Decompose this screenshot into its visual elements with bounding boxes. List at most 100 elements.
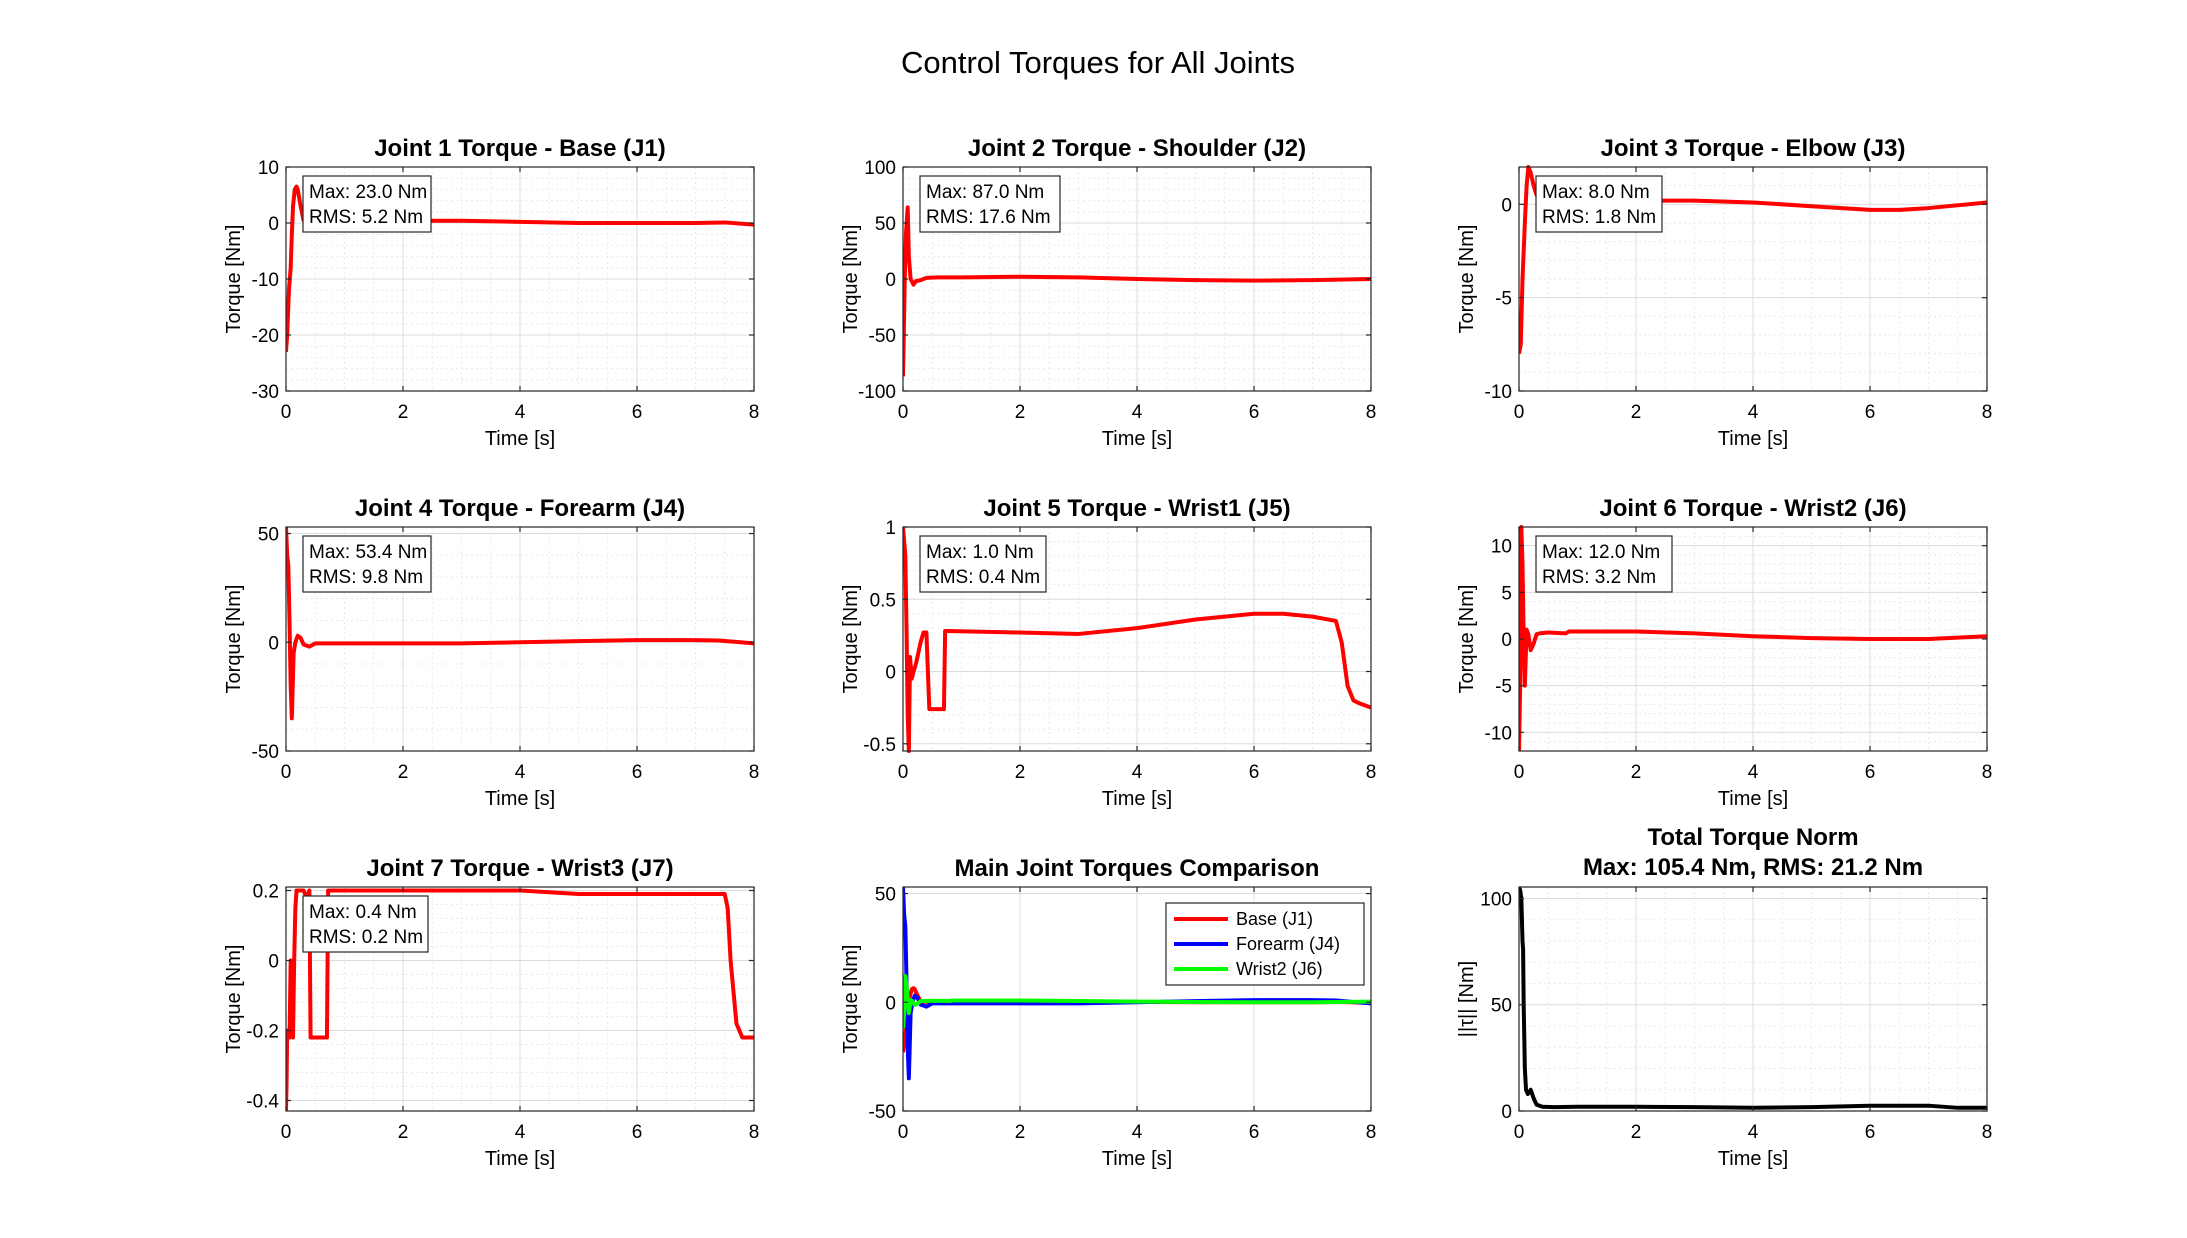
- x-tick-label: 6: [1249, 762, 1260, 783]
- x-tick-label: 6: [632, 402, 643, 423]
- y-axis-label: Torque [Nm]: [223, 225, 245, 334]
- y-axis-label: Torque [Nm]: [840, 945, 862, 1054]
- y-axis-label: ||τ|| [Nm]: [1456, 961, 1478, 1037]
- tick-marks: [285, 887, 755, 1111]
- x-tick-label: 6: [632, 1122, 643, 1143]
- y-tick-label: -0.4: [246, 1092, 279, 1113]
- y-tick-label: 0: [885, 663, 896, 684]
- x-tick-label: 2: [1015, 762, 1026, 783]
- y-tick-label: -50: [869, 326, 896, 347]
- y-tick-label: -50: [252, 742, 279, 763]
- stats-text: RMS: 1.8 Nm: [1542, 207, 1656, 228]
- subplot-3: 0 2 4 6 8 -10 -5 0 Time [s] Torque [Nm] Joint 3 To…: [1456, 135, 1992, 450]
- series-line-1: [1519, 525, 1987, 752]
- stats-text: Max: 87.0 Nm: [926, 182, 1044, 203]
- subplot-title: Total Torque Norm: [1647, 824, 1858, 851]
- y-tick-label: 0: [268, 633, 279, 654]
- stats-box: [919, 535, 1047, 593]
- series-line-1: [1519, 886, 1987, 1110]
- stats-text: RMS: 0.2 Nm: [309, 927, 423, 948]
- x-axis-label: Time [s]: [485, 1148, 555, 1170]
- stats-text: Max: 0.4 Nm: [309, 902, 417, 923]
- x-tick-label: 8: [1366, 402, 1377, 423]
- stats-text: RMS: 5.2 Nm: [309, 207, 423, 228]
- subplot-title: Joint 5 Torque - Wrist1 (J5): [983, 495, 1290, 522]
- x-axis-label: Time [s]: [1718, 788, 1788, 810]
- x-tick-label: 2: [1631, 762, 1642, 783]
- y-tick-label: 50: [258, 525, 279, 546]
- legend-label: Base (J1): [1236, 909, 1313, 929]
- x-tick-label: 0: [1514, 402, 1525, 423]
- subplot-1: 0 2 4 6 8 -30 -20 -10 0 10 Time [s] Torque [Nm] Join…: [223, 135, 759, 450]
- x-tick-label: 4: [1748, 402, 1759, 423]
- x-tick-label: 8: [1366, 1122, 1377, 1143]
- stats-box: [1535, 535, 1673, 593]
- y-tick-label: -100: [858, 382, 896, 403]
- y-tick-label: -30: [252, 382, 279, 403]
- x-axis-label: Time [s]: [485, 788, 555, 810]
- series-line-1: [903, 526, 1371, 753]
- x-tick-label: 8: [749, 1122, 760, 1143]
- y-tick-label: 50: [875, 214, 896, 235]
- x-axis-label: Time [s]: [1102, 788, 1172, 810]
- y-tick-label: 0: [1501, 195, 1512, 216]
- stats-text: RMS: 9.8 Nm: [309, 567, 423, 588]
- subplot-6: 0 2 4 6 8 -10 -5 0 5 10 Time [s] Torque [Nm] Joint 6…: [1456, 495, 1992, 810]
- series-line-3: [903, 974, 1371, 1029]
- stats-text: RMS: 3.2 Nm: [1542, 567, 1656, 588]
- tick-marks: [902, 526, 1372, 751]
- y-axis-label: Torque [Nm]: [1456, 585, 1478, 694]
- x-tick-label: 6: [1865, 1122, 1876, 1143]
- subplot-title: Joint 4 Torque - Forearm (J4): [355, 495, 685, 522]
- series-line-1: [286, 526, 754, 721]
- x-tick-label: 4: [1132, 1122, 1143, 1143]
- y-tick-label: -5: [1495, 677, 1512, 698]
- x-tick-label: 0: [1514, 1122, 1525, 1143]
- x-tick-label: 6: [1865, 402, 1876, 423]
- x-tick-label: 2: [398, 1122, 409, 1143]
- stats-text: Max: 1.0 Nm: [926, 542, 1034, 563]
- tick-marks: [1518, 887, 1988, 1112]
- x-tick-label: 8: [1982, 762, 1993, 783]
- y-tick-label: 5: [1501, 583, 1512, 604]
- stats-box: [1535, 175, 1663, 233]
- x-tick-label: 4: [1132, 762, 1143, 783]
- y-tick-label: 0: [1501, 630, 1512, 651]
- series-line-1: [286, 888, 754, 1112]
- y-tick-label: 0.5: [870, 590, 896, 611]
- x-axis-label: Time [s]: [1102, 428, 1172, 450]
- x-axis-label: Time [s]: [1102, 1148, 1172, 1170]
- x-tick-label: 8: [1982, 402, 1993, 423]
- y-tick-label: -0.5: [863, 735, 896, 756]
- tick-marks: [1518, 527, 1988, 751]
- y-axis-label: Torque [Nm]: [840, 225, 862, 334]
- subplot-2: 0 2 4 6 8 -100 -50 0 50 100 Time [s] Torque [Nm] Joi…: [840, 135, 1376, 450]
- subplot-subtitle: Max: 105.4 Nm, RMS: 21.2 Nm: [1583, 854, 1923, 881]
- x-tick-label: 4: [515, 1122, 526, 1143]
- x-tick-label: 8: [1982, 1122, 1993, 1143]
- subplot-title: Joint 3 Torque - Elbow (J3): [1601, 135, 1906, 162]
- y-tick-label: 1: [885, 518, 896, 539]
- y-tick-label: 50: [1491, 996, 1512, 1017]
- x-tick-label: 2: [1631, 1122, 1642, 1143]
- x-tick-label: 2: [1015, 1122, 1026, 1143]
- series-line-1: [903, 205, 1371, 377]
- subplot-9: 0 2 4 6 8 0 50 100 Time [s] ||τ|| [Nm] Total Torqu…: [1456, 824, 1992, 1170]
- y-axis-label: Torque [Nm]: [840, 585, 862, 694]
- x-tick-label: 4: [1748, 762, 1759, 783]
- minor-grid: [286, 887, 754, 1111]
- y-tick-label: -20: [252, 326, 279, 347]
- x-tick-label: 8: [749, 402, 760, 423]
- y-tick-label: -10: [1485, 382, 1512, 403]
- x-tick-label: 2: [1015, 402, 1026, 423]
- stats-text: Max: 8.0 Nm: [1542, 182, 1650, 203]
- y-tick-label: 0: [268, 214, 279, 235]
- x-tick-label: 4: [515, 402, 526, 423]
- stats-text: Max: 12.0 Nm: [1542, 542, 1660, 563]
- x-tick-label: 4: [515, 762, 526, 783]
- stats-box: [302, 535, 432, 593]
- y-tick-label: 0: [885, 270, 896, 291]
- x-tick-label: 0: [281, 402, 292, 423]
- x-tick-label: 8: [749, 762, 760, 783]
